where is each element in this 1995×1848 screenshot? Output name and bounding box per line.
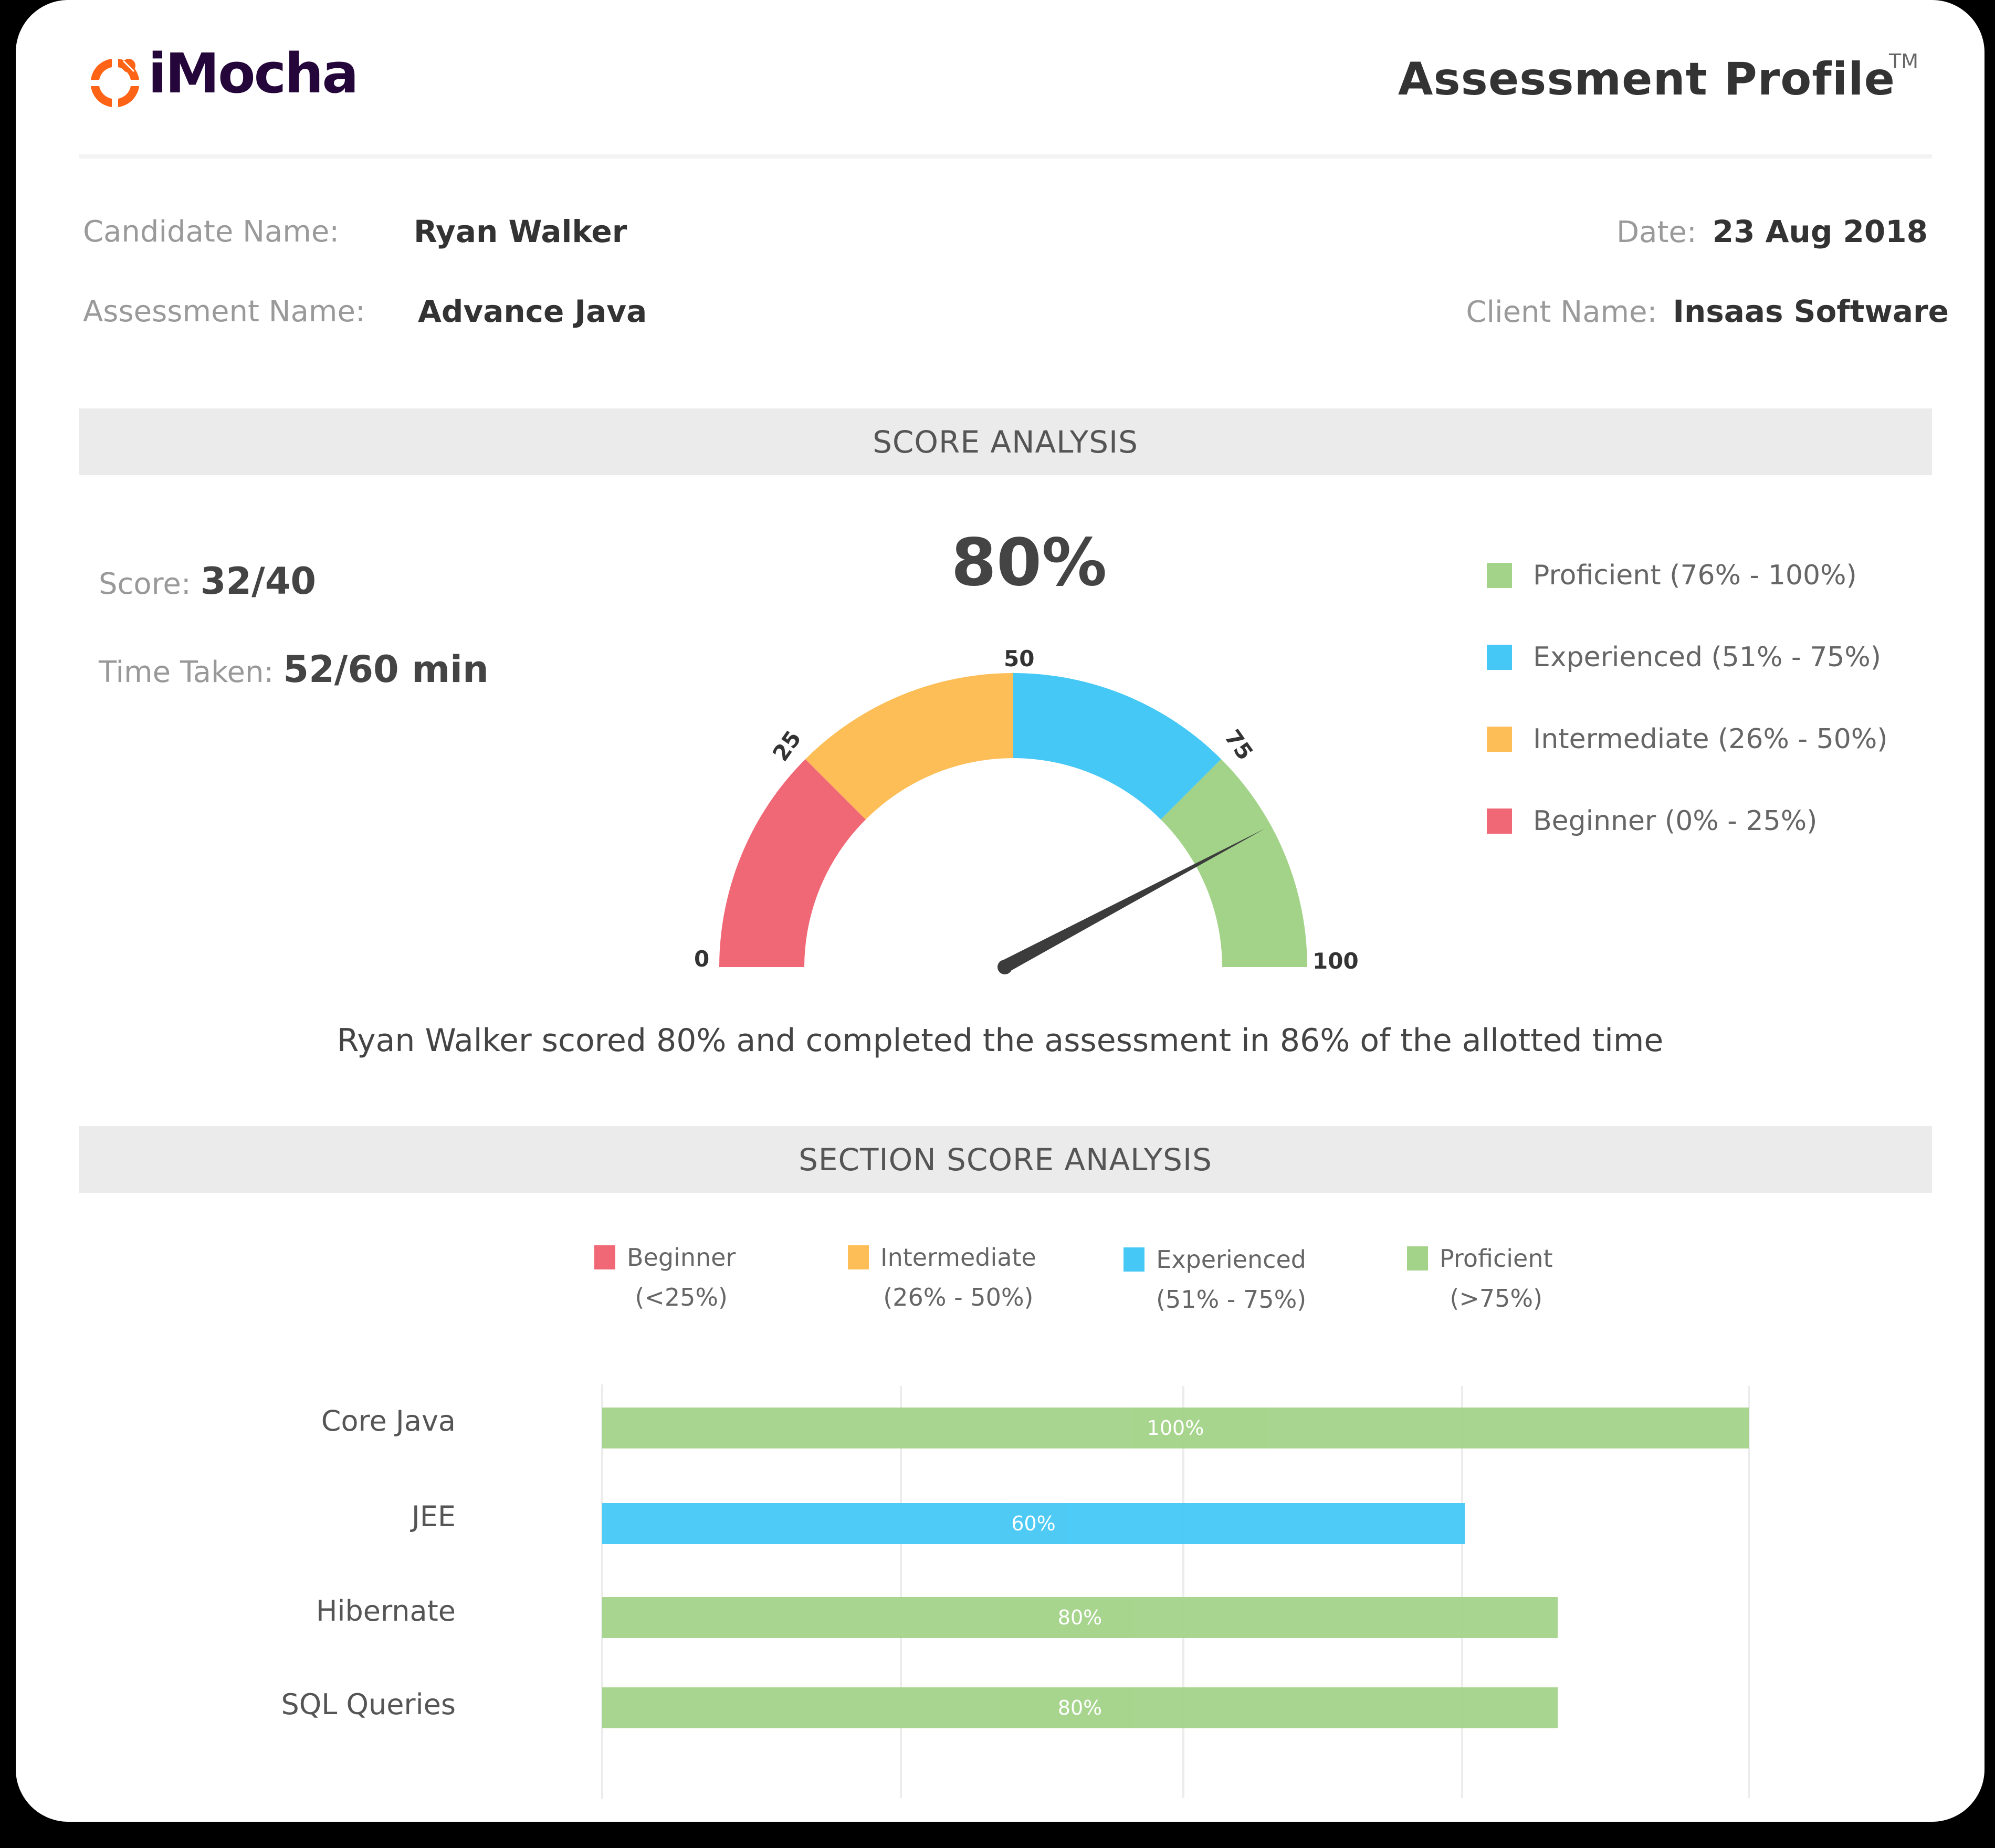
chart-gridline: [900, 1386, 902, 1798]
score-percentage: 80%: [951, 525, 1107, 601]
bar-core-java: 100%: [602, 1408, 1749, 1448]
trademark-mark: TM: [1889, 50, 1918, 73]
section-score-analysis-heading: SECTION SCORE ANALYSIS: [79, 1126, 1932, 1193]
gauge-band-intermediate: [805, 673, 1013, 820]
legend-label: Proficient: [1440, 1244, 1553, 1273]
legend-swatch-experienced: [1487, 645, 1512, 670]
gauge-tick-50: 50: [1004, 646, 1035, 671]
score-label: Score:: [99, 567, 191, 601]
candidate-name-label: Candidate Name:: [83, 215, 340, 249]
date-value: 23 Aug 2018: [1712, 214, 1928, 249]
legend-label: Experienced (51% - 75%): [1533, 642, 1882, 673]
bar-value: 80%: [1057, 1606, 1102, 1629]
bar-value: 60%: [1011, 1512, 1056, 1535]
bar-sql-queries: 80%: [602, 1687, 1558, 1728]
gauge-band-experienced: [1013, 673, 1221, 820]
section-legend-intermediate: Intermediate (26% - 50%): [848, 1245, 1036, 1309]
time-taken-field: Time Taken: 52/60 min: [99, 651, 489, 688]
gauge-needle: [998, 828, 1265, 974]
score-value: 32/40: [200, 560, 317, 603]
legend-range: (51% - 75%): [1156, 1285, 1307, 1314]
section-legend-beginner: Beginner (<25%): [594, 1245, 736, 1309]
legend-label: Beginner (0% - 25%): [1533, 805, 1818, 837]
score-field: Score: 32/40: [99, 563, 316, 600]
legend-range: (26% - 50%): [883, 1283, 1034, 1311]
score-analysis-heading: SCORE ANALYSIS: [79, 408, 1932, 475]
assessment-name-value: Advance Java: [418, 293, 647, 329]
header-divider: [79, 154, 1932, 159]
legend-range: (<25%): [635, 1283, 728, 1311]
legend-label: Intermediate: [880, 1243, 1036, 1272]
bar-label-sql-queries: SQL Queries: [281, 1688, 456, 1721]
score-summary: Ryan Walker scored 80% and completed the…: [337, 1022, 1664, 1059]
legend-range: (>75%): [1450, 1284, 1543, 1312]
bar-value: 100%: [1147, 1416, 1204, 1440]
legend-swatch-beginner: [1487, 808, 1512, 834]
legend-swatch-intermediate: [1487, 727, 1512, 752]
time-taken-label: Time Taken:: [99, 655, 274, 689]
bar-label-core-java: Core Java: [321, 1404, 456, 1437]
legend-label: Proficient (76% - 100%): [1533, 560, 1857, 591]
score-legend: Proficient (76% - 100%) Experienced (51%…: [1487, 562, 1888, 835]
imocha-logo-icon: [91, 59, 139, 107]
date-field: Date: 23 Aug 2018: [1616, 216, 1928, 247]
client-name-value: Insaas Software: [1673, 293, 1949, 329]
legend-label: Intermediate (26% - 50%): [1533, 723, 1888, 755]
candidate-name-value: Ryan Walker: [414, 214, 627, 249]
time-taken-value: 52/60 min: [283, 648, 489, 691]
bar-value: 80%: [1057, 1696, 1102, 1719]
date-label: Date:: [1616, 215, 1697, 249]
assessment-name-label: Assessment Name:: [83, 295, 365, 329]
gauge-tick-100: 100: [1312, 948, 1359, 974]
bar-label-hibernate: Hibernate: [316, 1594, 456, 1628]
gauge-band-beginner: [719, 759, 866, 967]
section-legend-proficient: Proficient (>75%): [1407, 1246, 1553, 1310]
bar-label-jee: JEE: [411, 1500, 456, 1533]
legend-item-intermediate: Intermediate (26% - 50%): [1487, 726, 1888, 753]
client-name-field: Client Name: Insaas Software: [1466, 296, 1949, 327]
section-legend-experienced: Experienced (51% - 75%): [1124, 1247, 1306, 1311]
page-title: Assessment Profile: [1398, 53, 1895, 106]
chart-gridline: [601, 1384, 603, 1799]
legend-swatch-experienced: [1124, 1247, 1144, 1272]
legend-item-proficient: Proficient (76% - 100%): [1487, 562, 1888, 589]
score-gauge: [719, 673, 1307, 974]
legend-swatch-proficient: [1407, 1246, 1428, 1270]
gauge-tick-0: 0: [694, 946, 710, 972]
legend-swatch-intermediate: [848, 1245, 869, 1269]
client-name-label: Client Name:: [1466, 295, 1657, 329]
bar-jee: 60%: [602, 1503, 1465, 1544]
bar-hibernate: 80%: [602, 1597, 1558, 1638]
legend-item-beginner: Beginner (0% - 25%): [1487, 807, 1888, 835]
legend-item-experienced: Experienced (51% - 75%): [1487, 644, 1888, 671]
gauge-band-proficient: [1161, 759, 1307, 967]
chart-gridline: [1182, 1386, 1184, 1798]
legend-label: Beginner: [627, 1243, 736, 1272]
legend-label: Experienced: [1156, 1245, 1306, 1274]
legend-swatch-beginner: [594, 1245, 615, 1269]
chart-gridline: [1461, 1386, 1463, 1798]
legend-swatch-proficient: [1487, 563, 1512, 588]
brand-name: iMocha: [148, 41, 359, 106]
assessment-profile-card: iMocha Assessment Profile TM Candidate N…: [16, 0, 1984, 1822]
chart-gridline: [1748, 1386, 1750, 1798]
